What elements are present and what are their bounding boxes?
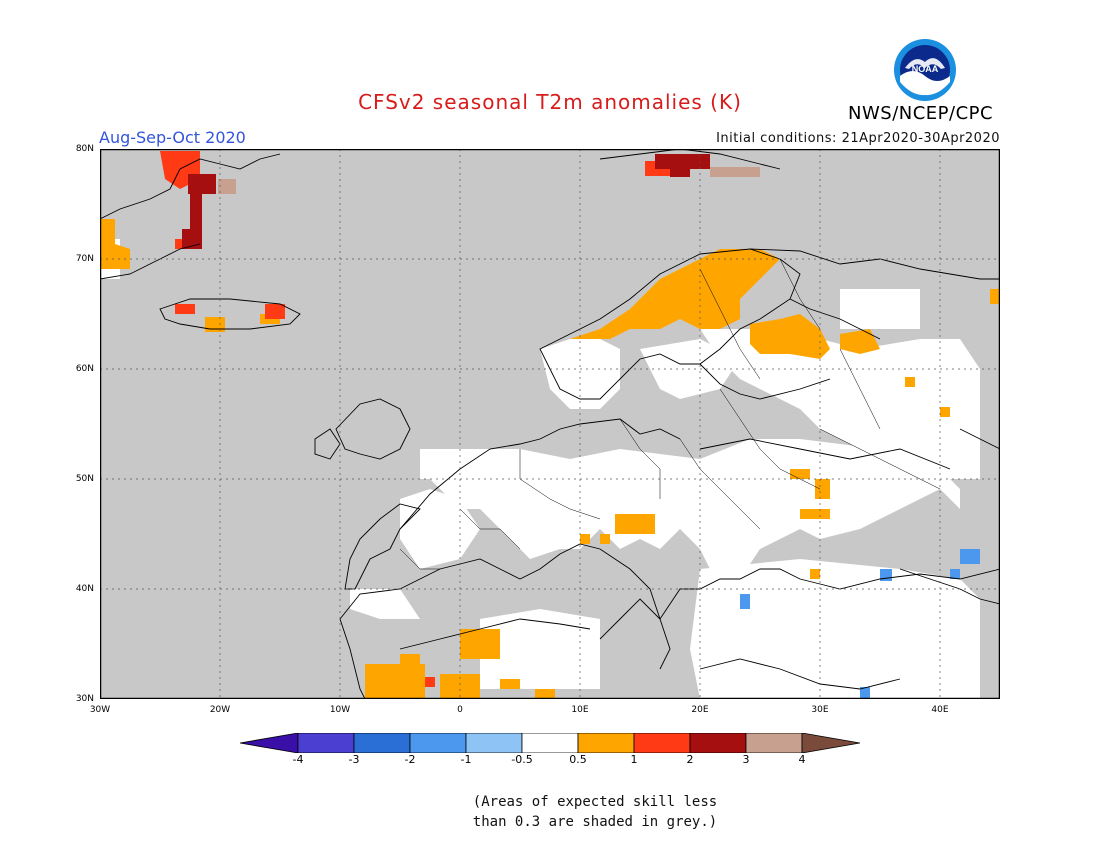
lat-label: 60N bbox=[75, 364, 94, 374]
lat-label: 30N bbox=[75, 694, 94, 704]
color-bar-label: 0.5 bbox=[569, 753, 587, 766]
color-bar-segment bbox=[297, 733, 355, 753]
lon-label: 30E bbox=[811, 705, 829, 715]
positive-anomaly-darkred bbox=[182, 154, 710, 249]
color-bar-segment bbox=[577, 733, 635, 753]
map-title: CFSv2 seasonal T2m anomalies (K) bbox=[358, 90, 742, 114]
color-bar-segment bbox=[409, 733, 467, 753]
positive-anomaly-brown bbox=[218, 167, 760, 194]
lon-label: 40E bbox=[931, 705, 949, 715]
anomaly-map bbox=[100, 149, 1000, 699]
map-frame bbox=[100, 149, 1000, 699]
color-bar-segment bbox=[633, 733, 691, 753]
noaa-logo: NOAA bbox=[894, 39, 956, 101]
graticule bbox=[100, 149, 1000, 699]
color-bar-high-arrow bbox=[801, 733, 860, 753]
skill-note-line: (Areas of expected skill less bbox=[472, 794, 718, 810]
initial-conditions-label: Initial conditions: 21Apr2020-30Apr2020 bbox=[716, 131, 1000, 146]
color-bar-label: -0.5 bbox=[511, 753, 533, 766]
lon-label: 30W bbox=[89, 705, 111, 715]
color-bar-segment bbox=[353, 733, 411, 753]
lon-label: 0 bbox=[457, 705, 463, 715]
color-bar-segment bbox=[465, 733, 523, 753]
lat-label: 40N bbox=[75, 584, 94, 594]
logo-text: NOAA bbox=[912, 64, 939, 74]
coastlines bbox=[100, 149, 1000, 699]
color-bar-segment bbox=[521, 733, 579, 753]
color-bar-label: -3 bbox=[348, 753, 360, 766]
color-bar-label: -1 bbox=[460, 753, 472, 766]
color-bar-label: -2 bbox=[404, 753, 416, 766]
positive-anomaly-orange bbox=[100, 219, 1000, 699]
skill-note: (Areas of expected skill less than 0.3 a… bbox=[450, 792, 740, 832]
color-bar-segment bbox=[689, 733, 747, 753]
color-bar-label: 3 bbox=[742, 753, 750, 766]
color-bar-segment bbox=[745, 733, 803, 753]
lon-label: 20W bbox=[209, 705, 231, 715]
color-bar bbox=[240, 733, 860, 753]
near-normal-regions bbox=[100, 239, 980, 699]
color-bar-label: -4 bbox=[292, 753, 304, 766]
color-bar-low-arrow bbox=[240, 733, 299, 753]
borders bbox=[399, 258, 941, 570]
lat-label: 80N bbox=[75, 144, 94, 154]
lat-label: 50N bbox=[75, 474, 94, 484]
color-bar-label: 4 bbox=[798, 753, 806, 766]
season-label: Aug-Sep-Oct 2020 bbox=[99, 128, 246, 147]
color-bar-label: 1 bbox=[630, 753, 638, 766]
agency-label: NWS/NCEP/CPC bbox=[848, 103, 994, 124]
lat-label: 70N bbox=[75, 254, 94, 264]
skill-note-line: than 0.3 are shaded in grey.) bbox=[472, 814, 718, 830]
lon-label: 20E bbox=[691, 705, 709, 715]
lon-label: 10E bbox=[571, 705, 589, 715]
color-bar-label: 2 bbox=[686, 753, 694, 766]
lon-label: 10W bbox=[329, 705, 351, 715]
